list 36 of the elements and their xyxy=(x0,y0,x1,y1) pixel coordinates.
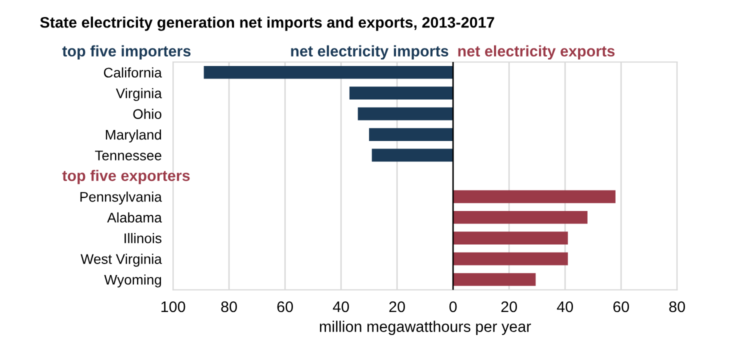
y-tick-label: Virginia xyxy=(116,88,162,102)
x-tick-label: 60 xyxy=(613,301,629,312)
x-tick-label: 80 xyxy=(669,301,685,312)
x-tick-label: 40 xyxy=(556,301,573,312)
bar xyxy=(453,210,588,224)
annotation: top five exporters xyxy=(62,170,190,184)
x-tick-label: 20 xyxy=(389,301,405,312)
y-tick-label: Pennsylvania xyxy=(80,192,162,205)
y-tick-label: California xyxy=(104,67,162,78)
bar xyxy=(453,190,616,204)
bar xyxy=(372,148,454,162)
bar xyxy=(204,66,454,79)
y-tick-label: West Virginia xyxy=(80,254,162,267)
bar xyxy=(349,86,454,100)
y-tick-label: Alabama xyxy=(107,212,162,223)
x-tick-label: 0 xyxy=(449,301,457,312)
x-axis-title: million megawatthours per year xyxy=(320,320,531,335)
y-tick-label: Maryland xyxy=(106,129,162,142)
text: net electricity exports xyxy=(458,45,615,60)
x-tick-label: 60 xyxy=(277,301,293,312)
bar xyxy=(358,107,454,120)
y-tick-label: Illinois xyxy=(124,233,162,244)
bar xyxy=(453,252,568,266)
y-tick-label: Tennessee xyxy=(95,150,162,160)
y-tick-label: Wyoming xyxy=(104,274,162,288)
x-tick-label: 100 xyxy=(161,301,186,312)
bar xyxy=(369,128,454,141)
chart-title: State electricity generation net imports and exports, 2013-2017 xyxy=(40,16,494,31)
text: top five importers xyxy=(62,45,191,60)
bar xyxy=(453,273,536,286)
x-tick-label: 40 xyxy=(332,301,349,312)
x-tick-label: 80 xyxy=(221,301,237,312)
y-tick-label: Ohio xyxy=(133,108,162,119)
bar xyxy=(453,232,568,244)
series-label: net electricity imports xyxy=(291,45,448,60)
x-tick-label: 20 xyxy=(501,301,517,312)
